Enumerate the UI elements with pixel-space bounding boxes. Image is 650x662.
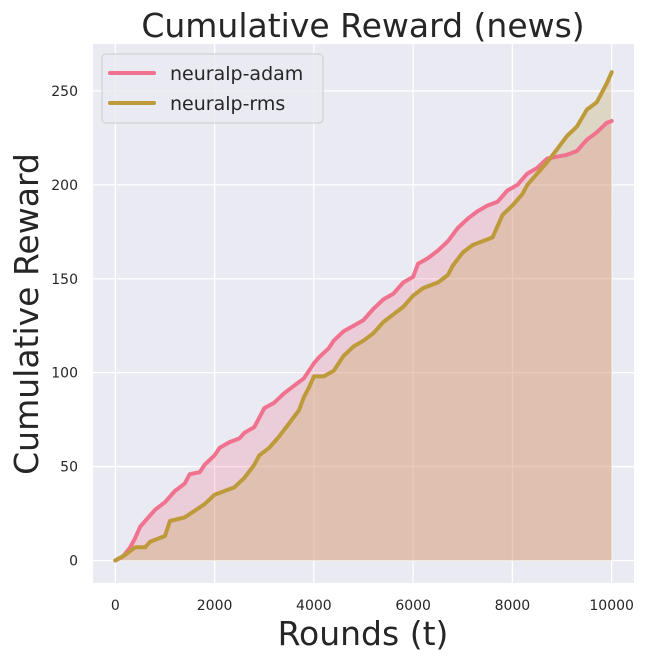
series-fill-neuralp-rms	[115, 72, 612, 561]
x-tick-label: 4000	[296, 598, 332, 614]
series-line-neuralp-rms	[113, 70, 614, 563]
legend-label-neuralp-rms: neuralp-rms	[170, 93, 285, 115]
chart-title: Cumulative Reward (news)	[141, 6, 584, 45]
legend-label-neuralp-adam: neuralp-adam	[170, 63, 303, 85]
x-tick-label: 8000	[495, 598, 531, 614]
y-axis-label: Cumulative Reward	[7, 153, 46, 475]
y-tick-label: 0	[69, 553, 78, 569]
y-tick-label: 100	[51, 366, 78, 382]
series-lines	[113, 70, 614, 563]
x-tick-label: 0	[111, 598, 120, 614]
legend: neuralp-adam neuralp-rms	[101, 53, 324, 124]
series-line-neuralp-adam	[113, 119, 614, 563]
y-tick-label: 200	[51, 178, 78, 194]
x-tick-label: 2000	[197, 598, 233, 614]
y-tick-labels: 0 50 100 150 200 250	[51, 84, 78, 570]
x-axis-label: Rounds (t)	[278, 614, 449, 653]
x-tick-label: 10000	[589, 598, 634, 614]
plot-area	[93, 44, 634, 583]
y-tick-label: 150	[51, 272, 78, 288]
y-tick-label: 50	[60, 460, 78, 476]
x-tick-labels: 0 2000 4000 6000 8000 10000	[111, 598, 634, 614]
y-tick-label: 250	[51, 84, 78, 100]
x-tick-label: 6000	[395, 598, 431, 614]
grid-lines	[93, 44, 634, 583]
legend-box	[101, 53, 324, 124]
